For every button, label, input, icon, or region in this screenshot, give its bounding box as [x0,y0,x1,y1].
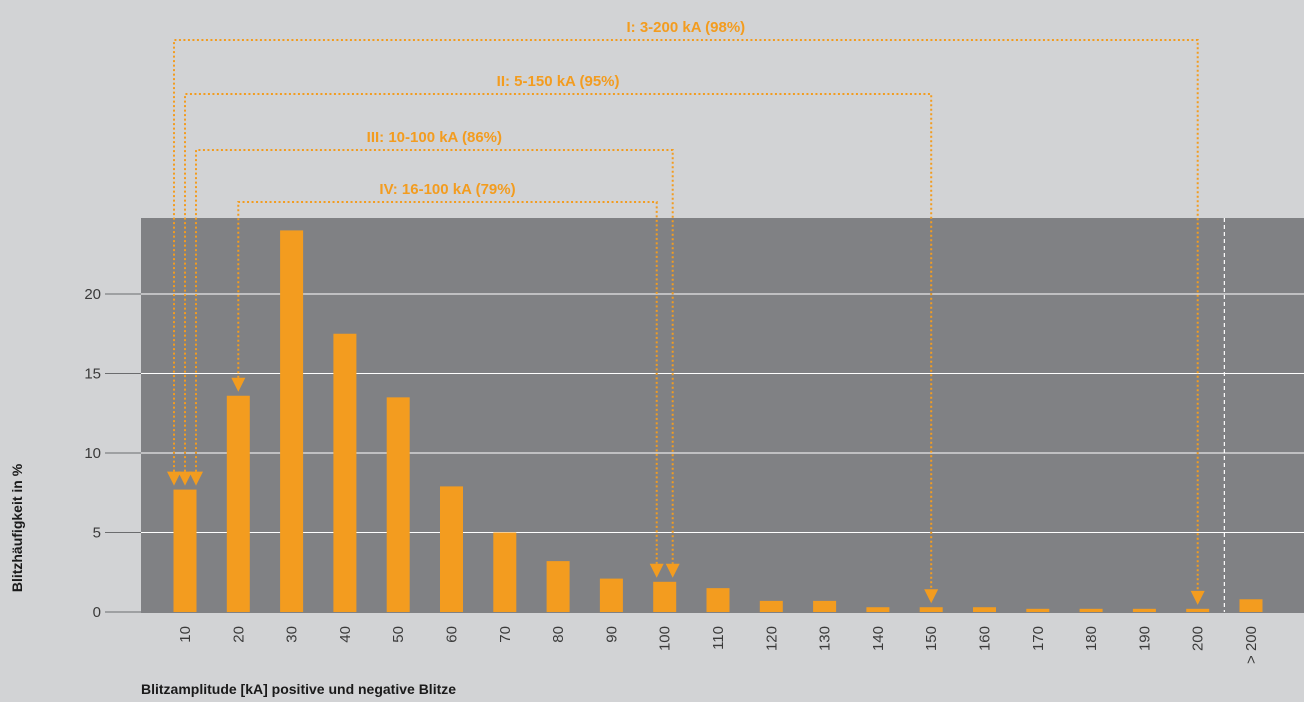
bar [973,607,996,612]
x-axis-title: Blitzamplitude [kA] positive und negativ… [141,681,456,697]
x-tick-label: 180 [1083,626,1100,651]
x-tick-label: 130 [817,626,834,651]
bar [1079,608,1103,612]
x-tick-label: 80 [550,626,567,643]
bar [1026,608,1050,612]
bar [1239,599,1263,612]
y-tick-label: 10 [84,445,101,462]
bar [226,395,250,612]
x-tick-label: 190 [1136,626,1153,651]
range-label: I: 3-200 kA (98%) [627,19,746,36]
x-tick-label: 90 [603,626,620,643]
x-tick-label: 40 [337,626,354,643]
bar [1132,608,1156,612]
x-tick-label: > 200 [1243,626,1260,664]
bar [280,230,304,612]
bar [759,600,783,612]
bar [440,486,463,612]
bar [493,532,517,612]
range-label: IV: 16-100 kA (79%) [379,181,515,198]
x-tick-label: 10 [177,626,194,643]
arrow-head [178,471,192,486]
bars [173,230,1263,612]
bar [653,581,677,612]
bar [919,607,943,612]
bar [1186,608,1210,612]
y-tick-label: 20 [84,286,101,303]
arrow-head [649,563,664,578]
bar [813,600,837,612]
x-tick-label: 70 [497,626,514,643]
bar [599,578,623,612]
x-tick-label: 110 [710,626,727,650]
plot-area [141,218,1304,613]
x-tick-label: 160 [977,626,994,651]
range-bracket [237,201,658,564]
y-axis-title: Blitzhäufigkeit in % [9,463,25,592]
bar [706,588,730,612]
bar [333,333,357,612]
y-tick-label: 15 [84,366,101,383]
x-tick-label: 140 [870,626,887,651]
x-tick-label: 50 [390,626,407,643]
x-tick-label: 60 [444,626,461,643]
range-label: II: 5-150 kA (95%) [497,73,620,90]
x-tick-label: 30 [284,626,301,643]
range-annotations: I: 3-200 kA (98%) II: 5-150 kA (95%) III: … [167,19,1205,605]
x-tick-label: 120 [763,626,780,651]
arrow-head [665,563,680,578]
x-tick-label: 170 [1030,626,1047,651]
arrow-head [924,589,939,604]
y-tick-label: 0 [93,604,101,621]
range-label: III: 10-100 kA (86%) [367,129,502,146]
bar [173,489,197,612]
x-tick-label: 100 [657,626,674,651]
arrow-head [1190,590,1205,605]
bar [866,607,890,612]
arrow-head [189,471,203,486]
y-tick-label: 5 [93,525,101,542]
y-axis: 0 5 10 15 20 [84,286,141,621]
bar [546,561,570,612]
arrow-head [167,471,181,486]
x-tick-label: 20 [230,626,247,643]
x-axis: 10 20 30 40 50 60 70 80 90 100 110 120 130 140 150 160 1… [177,626,1260,664]
arrow-head [231,377,246,392]
x-tick-label: 200 [1190,626,1207,651]
range-bracket [195,149,674,564]
x-tick-label: 150 [923,626,940,651]
bar [386,397,410,612]
